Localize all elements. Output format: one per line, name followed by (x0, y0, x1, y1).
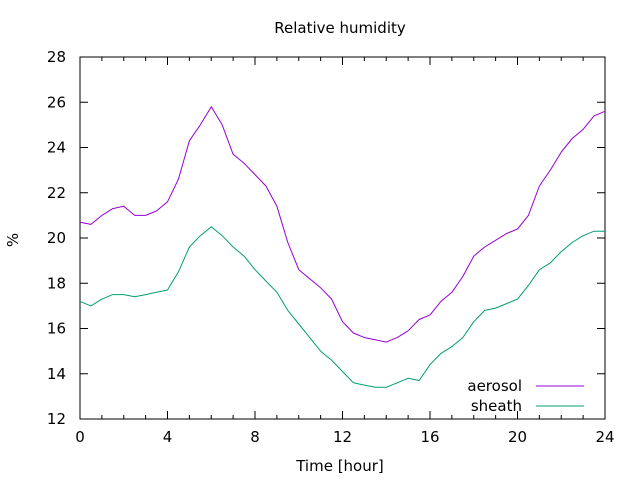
legend: aerosol sheath (467, 377, 584, 415)
y-axis-ticks: 12 14 16 18 20 22 24 26 28 (47, 48, 605, 428)
y-axis-label: % (4, 233, 22, 247)
x-tick-label: 4 (163, 428, 173, 446)
x-tick-label: 24 (595, 428, 614, 446)
x-tick-label: 8 (250, 428, 260, 446)
y-tick-label: 16 (47, 320, 66, 338)
y-tick-label: 12 (47, 410, 66, 428)
x-axis-ticks: 0 4 8 12 16 20 24 (75, 57, 615, 446)
y-tick-label: 18 (47, 274, 66, 292)
y-tick-label: 22 (47, 184, 66, 202)
plot-frame (79, 56, 606, 420)
chart-title: Relative humidity (274, 19, 406, 37)
series-layer (79, 106, 606, 388)
legend-label-aerosol: aerosol (467, 377, 522, 395)
x-tick-label: 20 (508, 428, 527, 446)
x-tick-label: 16 (420, 428, 439, 446)
y-tick-label: 28 (47, 48, 66, 66)
x-axis-label: Time [hour] (295, 457, 384, 475)
y-tick-label: 26 (47, 93, 66, 111)
legend-label-sheath: sheath (471, 397, 522, 415)
series-line-sheath (79, 226, 605, 388)
series-line-aerosol (79, 106, 606, 343)
y-tick-label: 20 (47, 229, 66, 247)
x-tick-label: 12 (333, 428, 352, 446)
x-tick-label: 0 (75, 428, 85, 446)
y-tick-label: 14 (47, 365, 66, 383)
y-tick-label: 24 (47, 139, 66, 157)
